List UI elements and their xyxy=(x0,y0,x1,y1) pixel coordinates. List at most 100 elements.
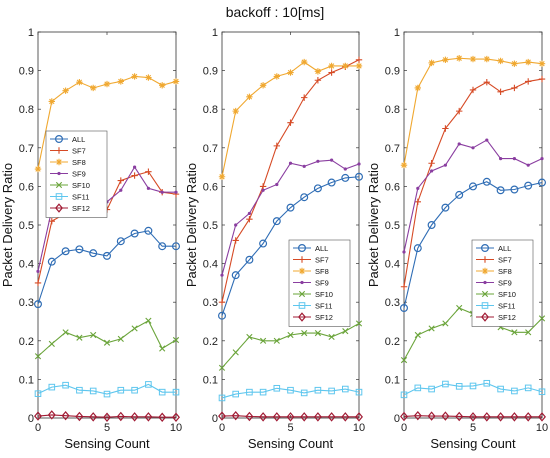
y-tick-label: 0.7 xyxy=(19,143,34,155)
chart-panel: 00.10.20.30.40.50.60.70.80.910 5 10Sensing… xyxy=(0,27,182,451)
data-point xyxy=(116,411,125,422)
legend-label: SF10 xyxy=(498,290,516,299)
data-point xyxy=(512,157,517,161)
data-point xyxy=(234,223,238,227)
y-tick-label: 0.2 xyxy=(19,336,34,348)
y-tick-label: 0.2 xyxy=(203,336,218,348)
figure-title: backoff : 10[ms] xyxy=(226,4,325,20)
data-point xyxy=(48,383,56,391)
y-tick-label: 0.3 xyxy=(385,297,400,309)
data-point xyxy=(34,165,42,173)
data-point xyxy=(231,271,240,280)
data-point xyxy=(48,98,55,105)
legend-marker xyxy=(55,181,63,189)
data-point xyxy=(75,245,84,254)
data-point xyxy=(287,331,294,339)
series-line xyxy=(403,415,542,418)
data-point xyxy=(414,384,422,392)
data-point xyxy=(414,198,421,206)
data-point xyxy=(355,62,363,70)
data-point xyxy=(130,412,139,422)
data-point xyxy=(511,387,518,395)
data-point xyxy=(428,325,435,332)
y-axis-label: Packet Delivery Ratio xyxy=(366,163,381,287)
data-point xyxy=(499,157,503,161)
data-point xyxy=(482,412,491,422)
data-point xyxy=(246,388,253,396)
x-tick-label: 5 xyxy=(104,422,110,434)
data-point xyxy=(497,57,504,65)
data-point xyxy=(510,185,519,194)
data-point xyxy=(457,142,461,146)
data-point xyxy=(34,390,42,397)
y-tick-label: 0.5 xyxy=(203,220,218,232)
data-point xyxy=(231,410,240,421)
data-point xyxy=(511,60,518,67)
data-point xyxy=(497,88,504,96)
y-tick-label: 0 xyxy=(212,413,218,425)
y-tick-label: 0.5 xyxy=(19,220,34,232)
legend-label: SF12 xyxy=(315,313,333,322)
data-point xyxy=(300,193,309,202)
data-point xyxy=(259,337,267,344)
y-tick-label: 1 xyxy=(394,27,400,39)
data-point xyxy=(130,229,139,238)
data-point xyxy=(300,389,308,397)
y-tick-label: 0.1 xyxy=(203,374,218,386)
data-point xyxy=(413,410,422,421)
plot-area xyxy=(37,31,177,419)
series-sf12 xyxy=(400,410,546,422)
series-sf8 xyxy=(400,55,546,169)
data-point xyxy=(355,320,363,327)
legend-label: ALL xyxy=(498,244,511,253)
data-point xyxy=(76,334,83,341)
data-point xyxy=(469,86,477,94)
data-point xyxy=(355,388,363,396)
data-point xyxy=(102,251,111,260)
legend-label: ALL xyxy=(315,244,328,253)
data-point xyxy=(483,78,490,86)
data-point xyxy=(442,56,449,63)
legend-marker xyxy=(55,193,63,200)
data-point xyxy=(158,388,166,396)
data-point xyxy=(146,186,150,190)
data-point xyxy=(497,385,504,393)
series-sf10 xyxy=(218,320,363,371)
legend-label: SF11 xyxy=(315,301,332,310)
data-point xyxy=(245,411,254,422)
data-point xyxy=(259,183,267,190)
legend-label: SF12 xyxy=(498,313,516,322)
data-point xyxy=(232,237,239,244)
data-point xyxy=(314,77,322,84)
y-tick-label: 0.7 xyxy=(385,143,400,155)
data-point xyxy=(62,329,69,336)
series-line xyxy=(221,176,360,316)
y-tick-label: 0.1 xyxy=(19,374,34,386)
data-point xyxy=(273,73,280,80)
data-point xyxy=(510,412,519,422)
data-point xyxy=(145,317,152,324)
data-point xyxy=(117,386,125,394)
data-point xyxy=(34,411,42,421)
data-point xyxy=(511,329,518,336)
data-point xyxy=(246,216,253,223)
data-point xyxy=(328,69,335,76)
data-point xyxy=(343,167,347,171)
y-tick-label: 0.3 xyxy=(19,297,34,309)
data-point xyxy=(47,410,56,420)
data-point xyxy=(538,315,546,322)
data-point xyxy=(160,190,164,194)
data-point xyxy=(485,138,489,142)
data-point xyxy=(75,411,84,422)
legend-marker xyxy=(481,244,490,253)
data-point xyxy=(314,386,322,394)
data-point xyxy=(328,62,335,70)
data-point xyxy=(287,69,294,76)
x-tick-label: 0 xyxy=(401,422,407,434)
y-tick-label: 0.2 xyxy=(385,336,400,348)
legend-marker xyxy=(55,147,63,154)
y-tick-label: 0.5 xyxy=(385,220,400,232)
data-point xyxy=(471,146,475,150)
y-tick-label: 0.3 xyxy=(203,297,218,309)
data-point xyxy=(218,411,226,421)
